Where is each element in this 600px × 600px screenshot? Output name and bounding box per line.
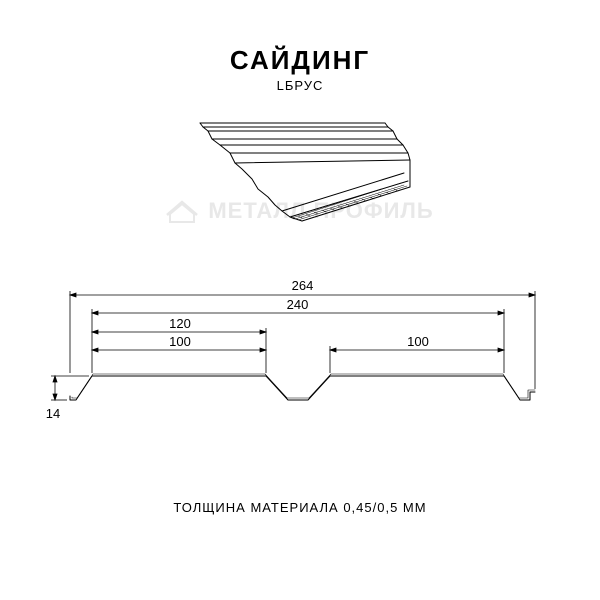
dim-pan-bottom-1: 100	[160, 334, 200, 349]
dim-pan-top: 120	[160, 316, 200, 331]
dim-pan-bottom-2: 100	[398, 334, 438, 349]
dim-height: 14	[38, 406, 68, 421]
dim-overall: 264	[280, 278, 325, 293]
thickness-text: ТОЛЩИНА МАТЕРИАЛА 0,45/0,5 ММ	[0, 500, 600, 515]
dim-usable: 240	[275, 297, 320, 312]
